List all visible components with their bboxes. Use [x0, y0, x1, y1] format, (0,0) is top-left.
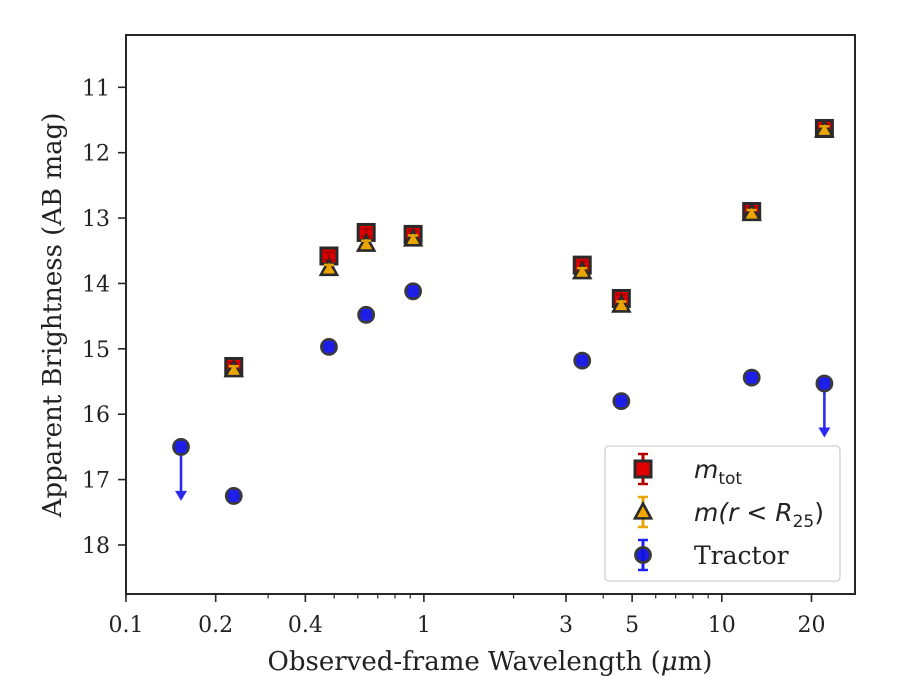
y-tick-label: 11 [82, 76, 110, 101]
x-tick-label: 1 [417, 613, 431, 638]
y-tick-label: 16 [82, 403, 110, 428]
legend-label: m(r < R25) [694, 498, 824, 532]
legend-label: Tractor [694, 541, 789, 570]
x-axis-label: Observed-frame Wavelength (μm) [268, 647, 713, 677]
series-m_tot [224, 118, 834, 376]
x-tick-label: 20 [797, 613, 825, 638]
x-tick-label: 3 [559, 613, 573, 638]
legend-marker [633, 459, 653, 479]
y-tick-label: 12 [82, 142, 110, 167]
upper-limit-arrowhead [818, 427, 831, 438]
y-tick-label: 17 [82, 469, 110, 494]
legend-marker [634, 546, 652, 564]
x-tick-label: 5 [625, 613, 639, 638]
plot-area [125, 34, 856, 595]
legend: mtot m(r < R25) Tractor [604, 445, 841, 582]
legend-label: mtot [694, 455, 742, 489]
legend-box [604, 445, 841, 582]
x-tick-label: 0.4 [288, 613, 323, 638]
y-axis-label: Apparent Brightness (AB mag) [38, 113, 68, 519]
x-tick-label: 10 [708, 613, 736, 638]
series-Tractor [172, 282, 834, 505]
series-m(r<R25) [223, 118, 835, 378]
x-tick-label: 0.1 [109, 613, 144, 638]
y-tick-label: 13 [82, 207, 110, 232]
axes-frame [125, 34, 856, 595]
y-tick-label: 18 [82, 534, 110, 559]
y-tick-label: 14 [82, 272, 110, 297]
x-tick-label: 0.2 [198, 613, 233, 638]
legend-marker [632, 500, 654, 520]
upper-limit-arrowhead [175, 490, 188, 501]
y-tick-label: 15 [82, 338, 110, 363]
